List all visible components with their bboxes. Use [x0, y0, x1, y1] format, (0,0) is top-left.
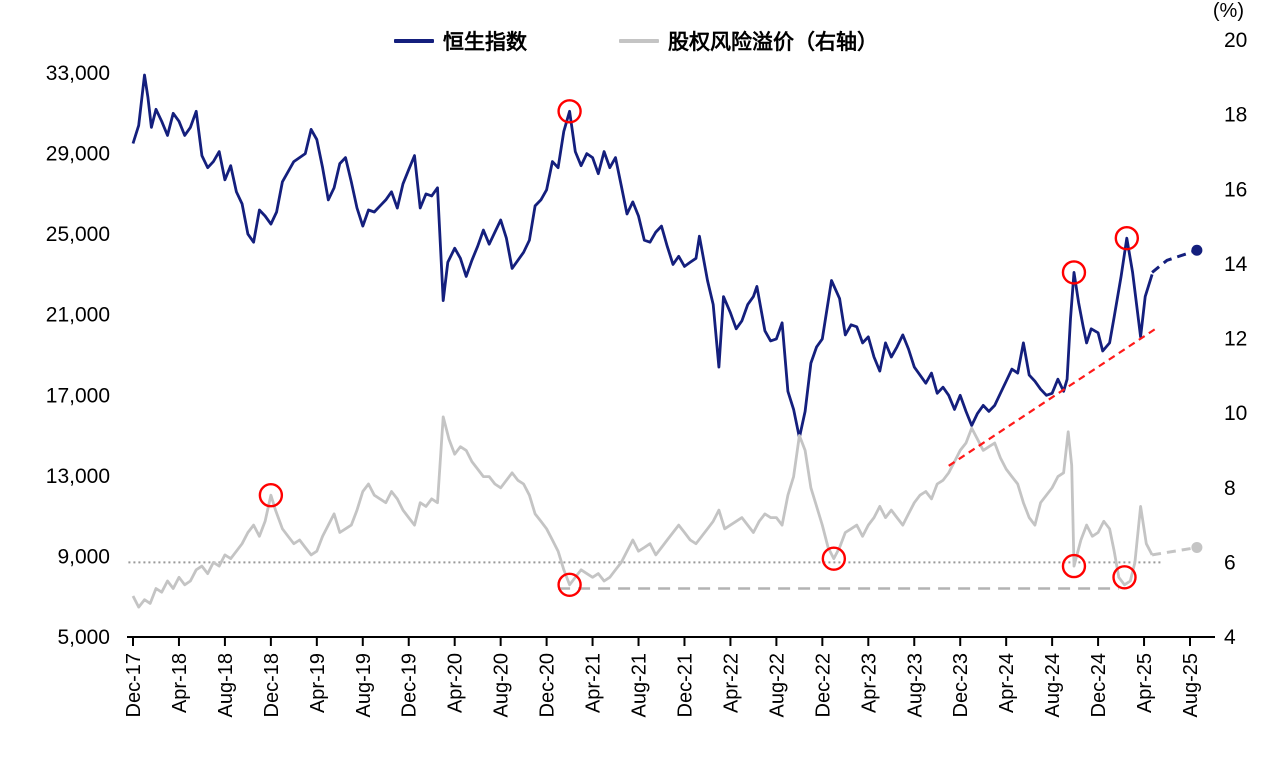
annotation-circle	[557, 572, 582, 597]
x-tick-label: Aug-19	[353, 653, 375, 718]
hsi-projection-end-dot	[1191, 244, 1203, 256]
right-axis-label: 4	[1224, 626, 1236, 649]
x-tick-label: Dec-19	[399, 653, 421, 717]
erp-line	[131, 415, 1154, 609]
x-tick-label: Apr-18	[169, 653, 191, 713]
x-tick-label: Dec-24	[1088, 653, 1110, 717]
x-tick-label: Aug-23	[904, 653, 926, 718]
right-axis-label: 8	[1224, 477, 1236, 500]
right-axis-label: 16	[1224, 178, 1247, 201]
annotation-circle	[1112, 565, 1137, 590]
x-tick-label: Aug-18	[215, 653, 237, 718]
x-tick-label: Dec-21	[674, 653, 696, 717]
x-tick-label: Apr-22	[720, 653, 742, 713]
x-tick-label: Dec-17	[123, 653, 145, 717]
right-axis-label: 6	[1224, 551, 1236, 574]
left-axis-label: 5,000	[57, 626, 110, 649]
right-axis-label: 10	[1224, 402, 1247, 425]
x-tick-label: Aug-22	[766, 653, 788, 718]
erp-projection-line	[1151, 546, 1198, 557]
hsi-projection-line	[1151, 248, 1198, 274]
annotation-circle	[821, 546, 847, 571]
x-tick-label: Apr-24	[996, 653, 1018, 713]
left-axis-label: 9,000	[57, 545, 110, 568]
x-tick-label: Dec-23	[950, 653, 972, 717]
x-tick-label: Apr-25	[1134, 653, 1156, 713]
annotation-circle	[557, 99, 582, 124]
hsi-line	[131, 73, 1154, 439]
x-tick-label: Apr-20	[445, 653, 467, 713]
left-axis-label: 13,000	[46, 465, 110, 488]
left-axis-label: 17,000	[46, 384, 110, 407]
right-axis-unit-label: (%)	[1212, 0, 1244, 22]
annotation-circle	[1114, 225, 1140, 251]
left-axis-label: 25,000	[46, 223, 110, 246]
right-axis-label: 14	[1224, 253, 1248, 276]
trend-line	[948, 327, 1157, 467]
right-axis-label: 18	[1224, 104, 1247, 127]
annotation-circle	[1061, 553, 1087, 579]
x-tick-label: Apr-23	[858, 653, 880, 713]
x-tick-label: Aug-24	[1042, 653, 1064, 718]
right-axis-label: 20	[1224, 29, 1247, 52]
x-tick-label: Apr-19	[307, 653, 329, 713]
x-tick-label: Aug-21	[629, 653, 651, 718]
right-axis-label: 12	[1224, 328, 1247, 351]
x-tick-label: Dec-20	[537, 653, 559, 717]
x-tick-label: Aug-25	[1180, 653, 1202, 718]
annotation-circle	[258, 483, 284, 508]
x-tick-label: Apr-21	[583, 653, 605, 713]
left-axis-label: 21,000	[46, 304, 110, 327]
x-tick-label: Dec-18	[261, 653, 283, 717]
annotation-circle	[1061, 260, 1087, 285]
x-tick-label: Aug-20	[491, 653, 513, 718]
left-axis-label: 29,000	[46, 143, 110, 166]
erp-projection-end-dot	[1191, 541, 1203, 553]
x-tick-label: Dec-22	[812, 653, 834, 717]
left-axis-label: 33,000	[46, 62, 110, 85]
